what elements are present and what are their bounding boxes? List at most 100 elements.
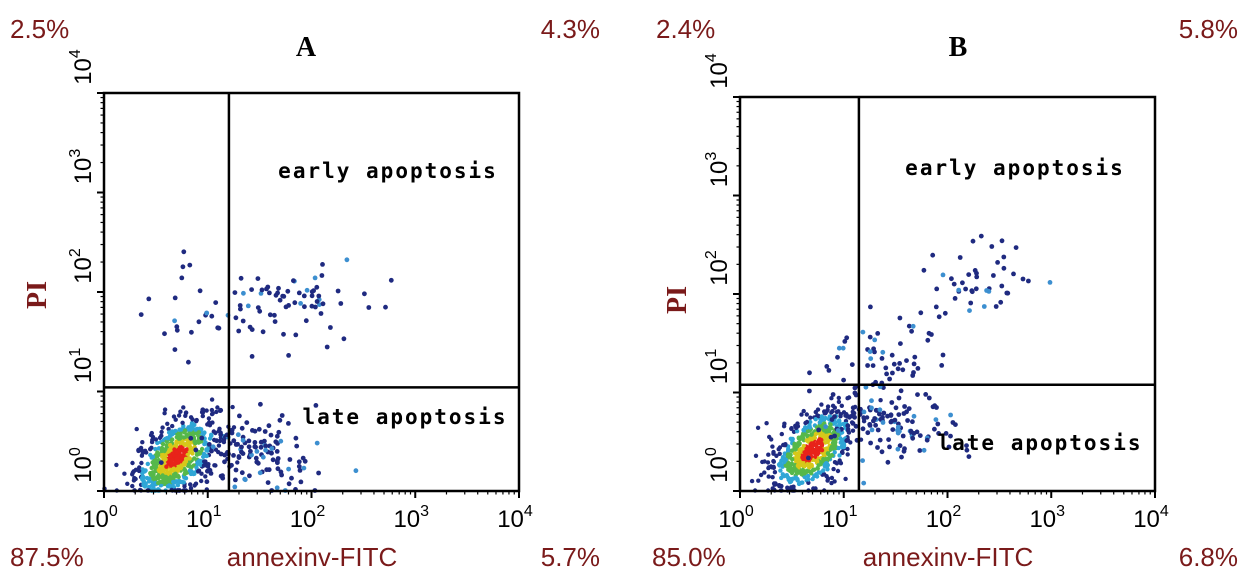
event-dot (344, 257, 350, 263)
event-dot (147, 476, 152, 481)
event-dot (182, 428, 188, 433)
event-dot (897, 315, 903, 321)
event-dot (319, 273, 325, 278)
event-dot (233, 467, 239, 473)
event-dot (259, 287, 265, 293)
event-dot (173, 428, 178, 434)
event-dot (186, 425, 191, 430)
y-tick-exponent: 0 (67, 447, 84, 456)
event-dot (798, 462, 804, 467)
event-dot (932, 426, 937, 432)
event-dot (829, 396, 834, 401)
event-dot (973, 286, 979, 292)
event-dot (870, 363, 876, 368)
event-dot (879, 356, 885, 361)
event-dot (887, 376, 892, 382)
event-dot (178, 433, 183, 438)
event-dot (788, 436, 793, 441)
event-dot (274, 485, 280, 491)
event-dot (911, 361, 917, 367)
event-dot (182, 462, 187, 467)
event-dot (255, 460, 261, 466)
event-dot (287, 457, 293, 462)
event-dot (850, 409, 855, 414)
panel-b: B 2.4% 5.8% 85.0% 6.8% annexinv-FITC PI … (652, 14, 1238, 571)
x-tick-exponent: 1 (213, 503, 222, 520)
y-tick-label: 100 (703, 447, 733, 483)
panel-b-title: B (949, 32, 968, 63)
event-dot (782, 451, 787, 456)
event-dot (902, 404, 907, 409)
event-dot (293, 435, 299, 441)
event-dot (829, 475, 835, 481)
event-dot (192, 483, 197, 488)
event-dot (266, 423, 272, 429)
event-dot (777, 451, 782, 456)
event-dot (240, 451, 246, 456)
event-dot (946, 444, 952, 450)
event-dot (917, 433, 923, 438)
event-dot (278, 469, 284, 475)
event-dot (187, 444, 193, 449)
event-dot (865, 430, 871, 436)
event-dot (755, 425, 761, 430)
event-dot (873, 407, 879, 413)
event-dot (813, 417, 818, 422)
event-dot (298, 479, 304, 485)
event-dot (814, 459, 820, 464)
event-dot (807, 428, 812, 433)
event-dot (266, 467, 272, 473)
event-dot (970, 238, 976, 244)
event-dot (213, 430, 218, 436)
y-tick-exponent: 3 (703, 152, 720, 161)
event-dot (867, 334, 873, 340)
event-dot (823, 415, 828, 421)
event-dot (969, 289, 975, 295)
x-tick-exponent: 0 (745, 503, 754, 520)
event-dot (130, 470, 136, 475)
event-dot (257, 308, 263, 314)
event-dot (771, 481, 777, 486)
event-dot (841, 444, 847, 450)
event-dot (825, 478, 830, 483)
event-dot (170, 461, 175, 466)
event-dot (793, 451, 798, 456)
event-dot (952, 296, 958, 301)
event-dot (766, 474, 771, 479)
event-dot (902, 446, 907, 452)
event-dot (168, 446, 173, 452)
event-dot (807, 446, 812, 451)
event-dot (809, 441, 814, 446)
event-dot (301, 465, 307, 471)
event-dot (778, 468, 783, 473)
event-dot (173, 417, 178, 422)
event-dot (183, 410, 189, 415)
event-dot (795, 454, 801, 460)
event-dot (936, 314, 942, 320)
event-dot (137, 465, 142, 470)
event-dot (133, 476, 138, 482)
event-dot (267, 290, 272, 296)
event-dot (217, 426, 222, 431)
event-dot (302, 304, 307, 310)
event-dot (311, 288, 316, 294)
event-dot (206, 420, 212, 425)
event-dot (213, 300, 219, 305)
event-dot (835, 354, 840, 360)
event-dot (896, 395, 902, 401)
event-dot (845, 446, 850, 452)
event-dot (999, 238, 1005, 244)
event-dot (895, 366, 901, 372)
event-dot (170, 437, 175, 442)
event-dot (172, 295, 178, 301)
event-dot (245, 303, 251, 309)
event-dot (880, 349, 886, 355)
event-dot (258, 444, 264, 450)
event-dot (883, 365, 889, 371)
y-tick-label: 100 (67, 447, 97, 483)
event-dot (146, 484, 152, 490)
event-dot (803, 420, 808, 426)
event-dot (209, 432, 214, 437)
event-dot (934, 405, 939, 410)
